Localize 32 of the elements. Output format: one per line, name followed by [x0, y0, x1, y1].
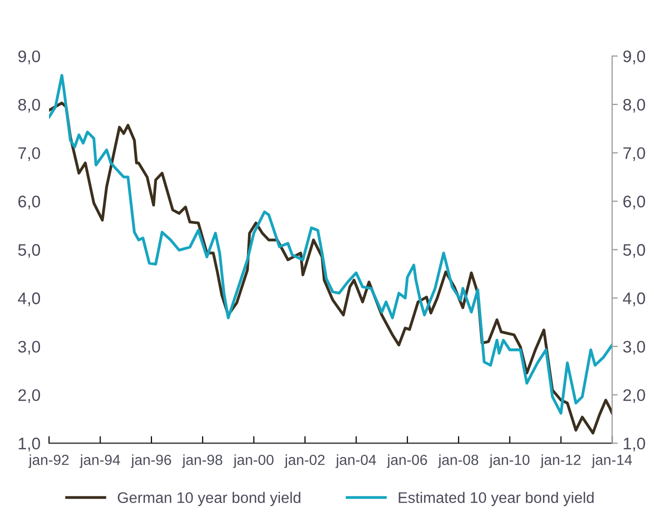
y2-tick-label: 4,0	[622, 292, 646, 306]
y-tick-label: 1,0	[18, 438, 40, 452]
y2-tick-label: 7,0	[623, 147, 646, 162]
y-tick-label: 3,0	[18, 340, 40, 355]
y-tick-label: 2,0	[18, 389, 40, 403]
y2-tick-label: 1,0	[624, 438, 646, 452]
x-tick-label: jan-92	[28, 454, 69, 468]
y-tick-label: 7,0	[18, 147, 40, 162]
x-tick-label: jan-02	[284, 454, 325, 468]
x-tick-label: jan-08	[438, 454, 478, 468]
y-tick-label: 8,0	[18, 98, 40, 113]
y2-tick-label: 8,0	[623, 98, 646, 113]
legend-label: German 10 year bond yield	[118, 492, 300, 506]
x-tick-label: jan-00	[233, 454, 274, 468]
y2-tick-label: 9,0	[623, 50, 646, 64]
x-tick-label: jan-96	[130, 454, 172, 468]
y2-tick-label: 3,0	[623, 340, 646, 355]
y-tick-label: 9,0	[18, 50, 40, 64]
y-tick-label: 4,0	[18, 292, 40, 306]
x-tick-label: jan-10	[489, 454, 530, 468]
y2-tick-label: 2,0	[623, 389, 646, 403]
x-tick-label: jan-04	[336, 454, 376, 468]
x-tick-label: jan-94	[80, 454, 120, 468]
x-tick-label: jan-12	[540, 454, 580, 468]
legend-label: Estimated 10 year bond yield	[398, 492, 594, 506]
x-tick-label: jan-06	[386, 454, 428, 468]
y-tick-label: 5,0	[18, 244, 40, 258]
y2-tick-label: 5,0	[623, 244, 646, 258]
x-tick-label: jan-98	[182, 454, 222, 468]
x-tick-label: jan-14	[592, 454, 632, 468]
y-tick-label: 6,0	[18, 196, 40, 210]
y2-tick-label: 6,0	[623, 196, 646, 210]
